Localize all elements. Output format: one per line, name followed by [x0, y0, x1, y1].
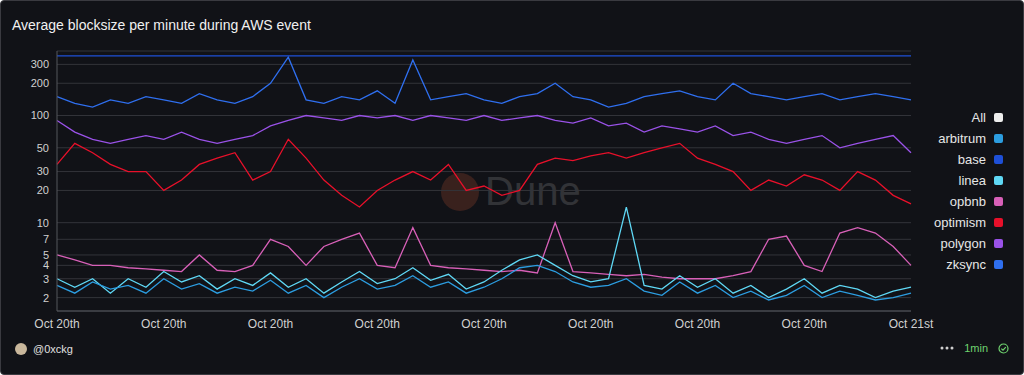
svg-text:Oct 20th: Oct 20th — [34, 317, 79, 331]
svg-text:2: 2 — [43, 292, 49, 304]
svg-text:Oct 20th: Oct 20th — [355, 317, 400, 331]
svg-text:200: 200 — [31, 77, 49, 89]
svg-text:5: 5 — [43, 249, 49, 261]
html-text:optimism: optimism — [934, 215, 986, 230]
svg-text:Oct 20th: Oct 20th — [248, 317, 293, 331]
svg-text:20: 20 — [37, 184, 49, 196]
html-text:zksync: zksync — [946, 257, 986, 272]
svg-text:Oct 20th: Oct 20th — [782, 317, 827, 331]
svg-text:Oct 20th: Oct 20th — [461, 317, 506, 331]
html-text:opbnb: opbnb — [949, 194, 986, 209]
svg-text:Oct 20th: Oct 20th — [141, 317, 186, 331]
svg-text:10: 10 — [37, 217, 49, 229]
svg-text:3: 3 — [43, 273, 49, 285]
svg-text:7: 7 — [43, 233, 49, 245]
html-text:base: base — [957, 152, 986, 167]
svg-text:Oct 21st: Oct 21st — [889, 317, 934, 331]
html-text:linea: linea — [958, 173, 986, 188]
html-text:arbitrum: arbitrum — [938, 131, 986, 146]
svg-text:100: 100 — [31, 109, 49, 121]
html-text:1min: 1min — [964, 342, 988, 354]
svg-text:50: 50 — [37, 142, 49, 154]
svg-text:300: 300 — [31, 58, 49, 70]
svg-text:Oct 20th: Oct 20th — [568, 317, 613, 331]
svg-text:30: 30 — [37, 165, 49, 177]
svg-text:4: 4 — [43, 259, 49, 271]
html-text:polygon: polygon — [940, 236, 986, 251]
html-text:Dune: Dune — [485, 169, 581, 213]
html-text:All: All — [971, 110, 986, 125]
html-text:Average blocksize per minute d: Average blocksize per minute during AWS … — [12, 17, 311, 33]
html-text:@0xckg: @0xckg — [33, 343, 73, 355]
svg-text:Oct 20th: Oct 20th — [675, 317, 720, 331]
